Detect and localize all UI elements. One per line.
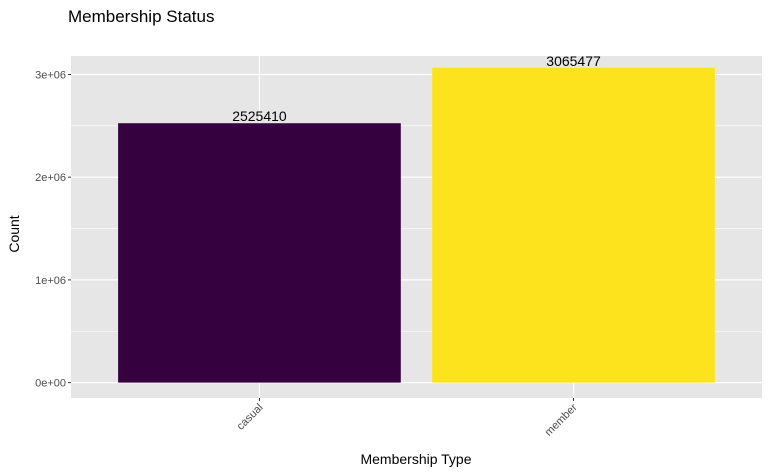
bar-member <box>432 67 715 383</box>
x-tick-label: member <box>543 401 580 438</box>
chart-title: Membership Status <box>68 7 214 26</box>
data-label: 2525410 <box>232 108 287 124</box>
y-tick-label: 1e+06 <box>35 275 66 287</box>
y-tick-label: 0e+00 <box>35 378 66 390</box>
data-label: 3065477 <box>546 53 601 69</box>
bar-casual <box>118 123 401 383</box>
y-tick-label: 3e+06 <box>35 69 66 81</box>
y-tick-label: 2e+06 <box>35 172 66 184</box>
y-axis-title: Count <box>6 215 22 252</box>
x-axis-title: Membership Type <box>360 451 471 467</box>
bars: 2525410 3065477 <box>118 53 715 383</box>
x-tick-label: casual <box>235 402 266 433</box>
